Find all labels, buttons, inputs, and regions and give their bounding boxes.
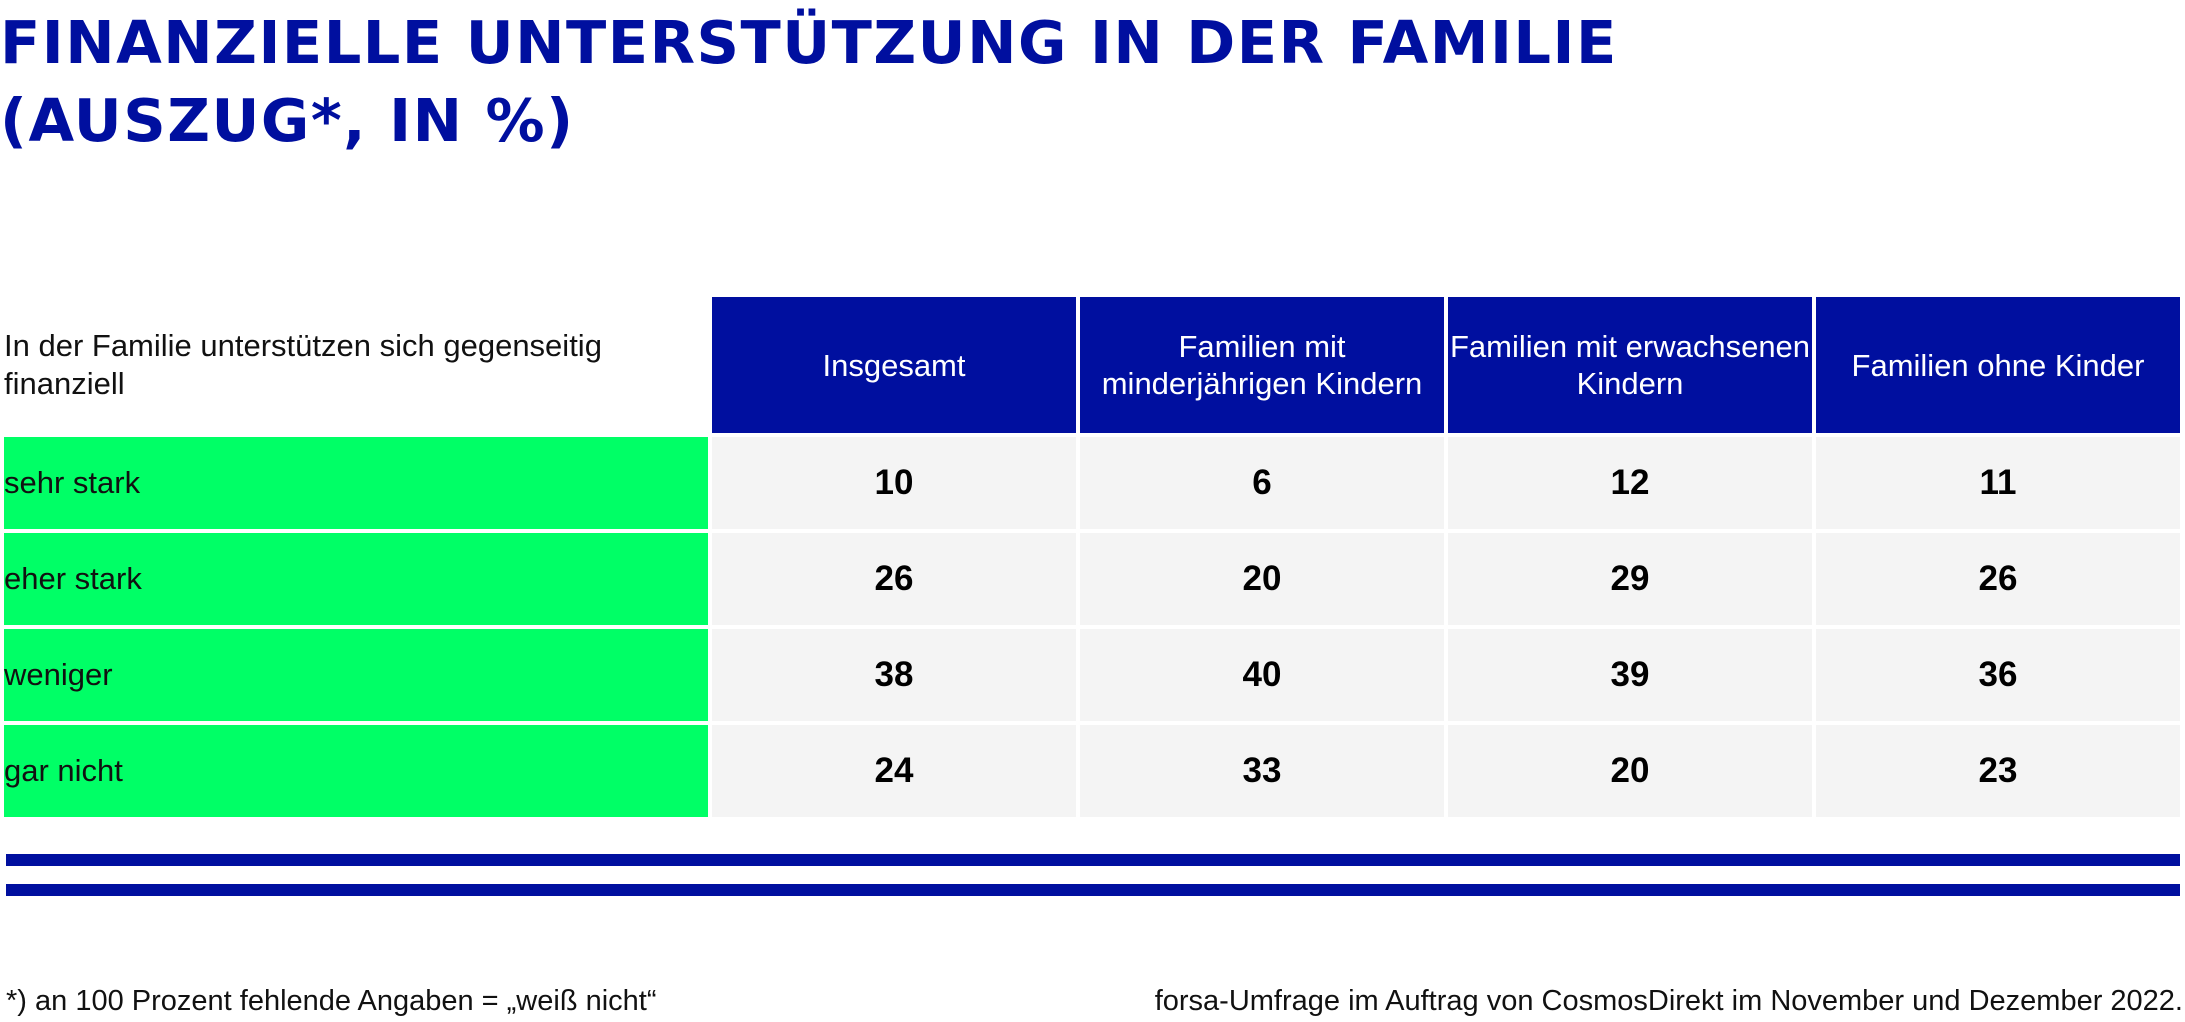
table-cell: 38	[712, 629, 1076, 721]
table-cell: 10	[712, 437, 1076, 529]
table-row: sehr stark 10 6 12 11	[4, 437, 2180, 529]
table-row: weniger 38 40 39 36	[4, 629, 2180, 721]
table-cell: 12	[1448, 437, 1812, 529]
table-cell: 39	[1448, 629, 1812, 721]
table-cell: 23	[1816, 725, 2180, 817]
table-cell: 26	[1816, 533, 2180, 625]
table-cell: 36	[1816, 629, 2180, 721]
table-cell: 29	[1448, 533, 1812, 625]
table-cell: 26	[712, 533, 1076, 625]
table-cell: 6	[1080, 437, 1444, 529]
table-cell: 24	[712, 725, 1076, 817]
row-label-sehr-stark: sehr stark	[4, 437, 708, 529]
divider-line-bottom	[6, 884, 2180, 896]
table-cell: 40	[1080, 629, 1444, 721]
table-cell: 11	[1816, 437, 2180, 529]
data-table: In der Familie unterstützen sich gegense…	[0, 293, 2184, 821]
table-row: gar nicht 24 33 20 23	[4, 725, 2180, 817]
table-cell: 20	[1080, 533, 1444, 625]
chart-title-line-2: (AUSZUG*, IN %)	[0, 86, 575, 155]
question-label: In der Familie unterstützen sich gegense…	[4, 297, 708, 433]
table-row: eher stark 26 20 29 26	[4, 533, 2180, 625]
divider-line-top	[6, 854, 2180, 866]
row-label-eher-stark: eher stark	[4, 533, 708, 625]
chart-title: FINANZIELLE UNTERSTÜTZUNG IN DER FAMILIE…	[0, 4, 2000, 160]
chart-title-line-1: FINANZIELLE UNTERSTÜTZUNG IN DER FAMILIE	[0, 8, 1618, 77]
table-cell: 33	[1080, 725, 1444, 817]
column-header-ohne-kinder: Familien ohne Kinder	[1816, 297, 2180, 433]
source-note: forsa-Umfrage im Auftrag von CosmosDirek…	[1154, 985, 2183, 1017]
column-header-minderjaehrige-kinder: Familien mit minderjährigen Kindern	[1080, 297, 1444, 433]
column-header-erwachsene-kinder: Familien mit erwachsenen Kindern	[1448, 297, 1812, 433]
row-label-weniger: weniger	[4, 629, 708, 721]
column-header-insgesamt: Insgesamt	[712, 297, 1076, 433]
row-label-gar-nicht: gar nicht	[4, 725, 708, 817]
table-header-row: In der Familie unterstützen sich gegense…	[4, 297, 2180, 433]
table-cell: 20	[1448, 725, 1812, 817]
footnote: *) an 100 Prozent fehlende Angaben = „we…	[6, 985, 657, 1017]
